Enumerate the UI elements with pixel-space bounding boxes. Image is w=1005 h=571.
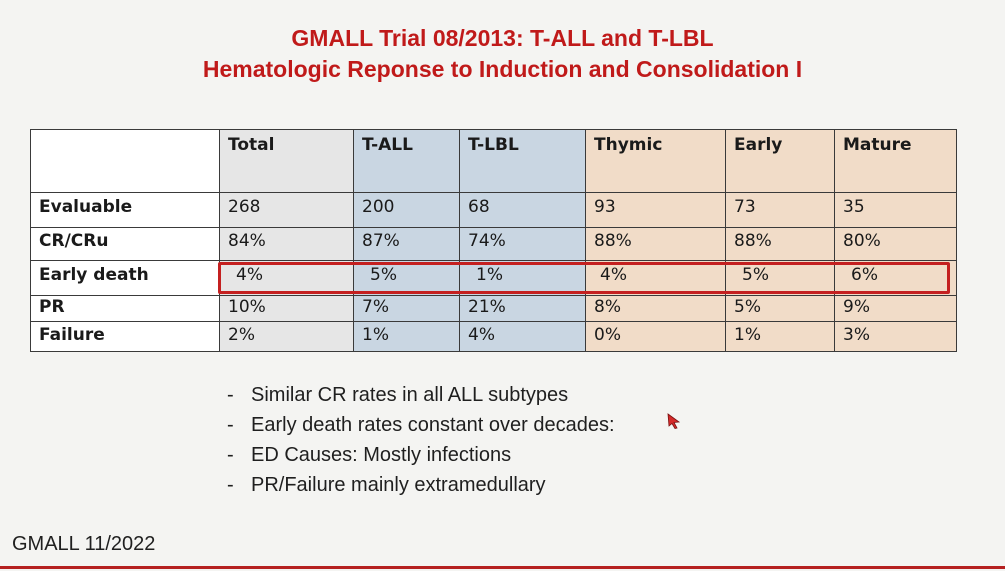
response-table: Total T-ALL T-LBL Thymic Early Mature Ev… [30, 129, 957, 352]
bullet-dash: - [227, 474, 234, 496]
table-cell: 5% [725, 295, 835, 322]
header-corner-cell [30, 129, 220, 193]
table-row: PR 10% 7% 21% 8% 5% 9% [30, 295, 957, 322]
table-cell: 6% [834, 260, 957, 296]
table-cell: 88% [585, 227, 726, 261]
table-cell: 35 [834, 192, 957, 228]
table-cell: 1% [459, 260, 586, 296]
table-row: Failure 2% 1% 4% 0% 1% 3% [30, 321, 957, 352]
table-cell: 5% [353, 260, 460, 296]
row-label: PR [30, 295, 220, 322]
row-label: Early death [30, 260, 220, 296]
table-cell: 1% [353, 321, 460, 352]
bottom-divider [0, 566, 1005, 569]
table-cell: 200 [353, 192, 460, 228]
table-row: Evaluable 268 200 68 93 73 35 [30, 192, 957, 228]
note-text: PR/Failure mainly extramedullary [251, 474, 546, 496]
table-cell: 2% [219, 321, 354, 352]
header-total: Total [219, 129, 354, 193]
bullet-dash: - [227, 414, 234, 436]
bullet-dash: - [227, 384, 234, 406]
list-item: - Early death rates constant over decades… [227, 410, 615, 440]
table-cell: 3% [834, 321, 957, 352]
table-cell: 21% [459, 295, 586, 322]
table-cell: 10% [219, 295, 354, 322]
bullet-dash: - [227, 444, 234, 466]
header-t-lbl: T-LBL [459, 129, 586, 193]
table-cell: 9% [834, 295, 957, 322]
header-t-all: T-ALL [353, 129, 460, 193]
table-cell: 84% [219, 227, 354, 261]
table-cell: 4% [459, 321, 586, 352]
table-cell: 73 [725, 192, 835, 228]
list-item: - ED Causes: Mostly infections [227, 440, 615, 470]
note-text: Similar CR rates in all ALL subtypes [251, 384, 569, 406]
note-text: ED Causes: Mostly infections [251, 444, 512, 466]
table-header-row: Total T-ALL T-LBL Thymic Early Mature [30, 129, 957, 193]
table-cell: 0% [585, 321, 726, 352]
row-label: CR/CRu [30, 227, 220, 261]
table-cell: 4% [219, 260, 354, 296]
table-cell: 1% [725, 321, 835, 352]
header-thymic: Thymic [585, 129, 726, 193]
list-item: - PR/Failure mainly extramedullary [227, 470, 615, 500]
table-cell: 93 [585, 192, 726, 228]
table-cell: 80% [834, 227, 957, 261]
table-row: CR/CRu 84% 87% 74% 88% 88% 80% [30, 227, 957, 261]
table-cell: 68 [459, 192, 586, 228]
footer-label: GMALL 11/2022 [12, 533, 156, 555]
table-row-highlighted: Early death 4% 5% 1% 4% 5% 6% [30, 260, 957, 296]
table-cell: 8% [585, 295, 726, 322]
list-item: - Similar CR rates in all ALL subtypes [227, 380, 615, 410]
table-cell: 87% [353, 227, 460, 261]
table-cell: 4% [585, 260, 726, 296]
slide-title: GMALL Trial 08/2013: T-ALL and T-LBL [291, 25, 714, 51]
header-early: Early [725, 129, 835, 193]
table-cell: 268 [219, 192, 354, 228]
table-cell: 5% [725, 260, 835, 296]
table-cell: 74% [459, 227, 586, 261]
laser-pointer-icon [667, 413, 681, 429]
table-cell: 7% [353, 295, 460, 322]
row-label: Failure [30, 321, 220, 352]
header-mature: Mature [834, 129, 957, 193]
note-text: Early death rates constant over decades: [251, 414, 615, 436]
slide-subtitle: Hematologic Reponse to Induction and Con… [202, 56, 803, 82]
table-cell: 88% [725, 227, 835, 261]
row-label: Evaluable [30, 192, 220, 228]
bullet-notes: - Similar CR rates in all ALL subtypes -E… [227, 380, 615, 500]
